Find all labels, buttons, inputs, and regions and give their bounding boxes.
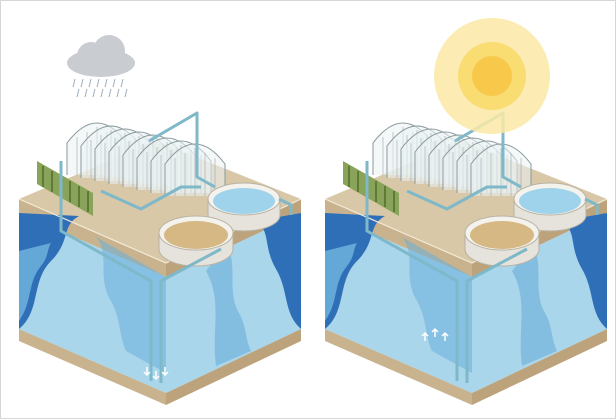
- raindrop: [84, 88, 88, 98]
- arrow-up: [431, 327, 439, 337]
- arrow-down: [143, 367, 151, 377]
- panel-rain: [18, 35, 302, 405]
- tank-contents: [470, 221, 534, 249]
- raindrop: [120, 78, 124, 88]
- raindrop: [96, 78, 100, 88]
- arrow-down: [152, 371, 160, 381]
- aquifer-plume-left: [96, 237, 166, 373]
- aquifer-deep-zone-right: [562, 213, 607, 329]
- arrow-up: [441, 331, 449, 341]
- bedrock-right: [472, 329, 607, 405]
- raindrop: [112, 78, 116, 88]
- sediment-tank: [464, 215, 540, 267]
- bedrock-right: [166, 329, 301, 405]
- sun-icon: [434, 18, 550, 134]
- aquifer-mid-zone-left: [19, 243, 51, 321]
- aquifer-deep-zone-right: [256, 213, 301, 329]
- panel-sun: [324, 18, 608, 405]
- greenhouse: [343, 122, 532, 216]
- up-arrows-icon: [421, 327, 449, 341]
- pipe-well-right: [159, 247, 222, 383]
- pipe-tank-outlet: [584, 197, 599, 215]
- raindrop: [116, 88, 120, 98]
- raindrop: [104, 78, 108, 88]
- sediment-tank: [158, 215, 234, 267]
- pipe-greenhouse-link: [406, 185, 507, 211]
- raindrop: [76, 88, 80, 98]
- sun-core: [472, 56, 512, 96]
- arrow-down: [161, 367, 169, 377]
- pipe-greenhouse-link: [100, 185, 201, 211]
- tank-contents: [519, 188, 581, 214]
- aquifer-plume-right: [512, 245, 557, 366]
- pipe-tank-outlet: [278, 197, 293, 215]
- aquifer-plume-left: [402, 237, 472, 373]
- raindrop: [80, 78, 84, 88]
- cloud-puff: [93, 35, 125, 67]
- tank-contents: [164, 221, 228, 249]
- pipe-to-clear-tank: [148, 111, 216, 189]
- aquifer-plume-right: [206, 245, 251, 366]
- greenhouse: [37, 122, 226, 216]
- raindrop: [124, 88, 128, 98]
- raindrop: [100, 88, 104, 98]
- raindrop: [72, 78, 76, 88]
- bedrock-left: [19, 329, 166, 405]
- raindrop: [108, 88, 112, 98]
- aquifer-deep-zone-left: [325, 213, 385, 329]
- raindrop: [92, 88, 96, 98]
- raindrop: [88, 78, 92, 88]
- arrow-up: [421, 331, 429, 341]
- pipe-well-left: [365, 161, 459, 381]
- aquifer-deep-zone-left: [19, 213, 79, 329]
- down-arrows-icon: [143, 367, 169, 381]
- tank-contents: [213, 188, 275, 214]
- pipe-well-left: [59, 161, 153, 381]
- aquifer-mid-zone-left: [325, 243, 357, 321]
- pipe-well-right: [465, 247, 528, 383]
- bedrock-left: [325, 329, 472, 405]
- rain-cloud-icon: [67, 35, 135, 98]
